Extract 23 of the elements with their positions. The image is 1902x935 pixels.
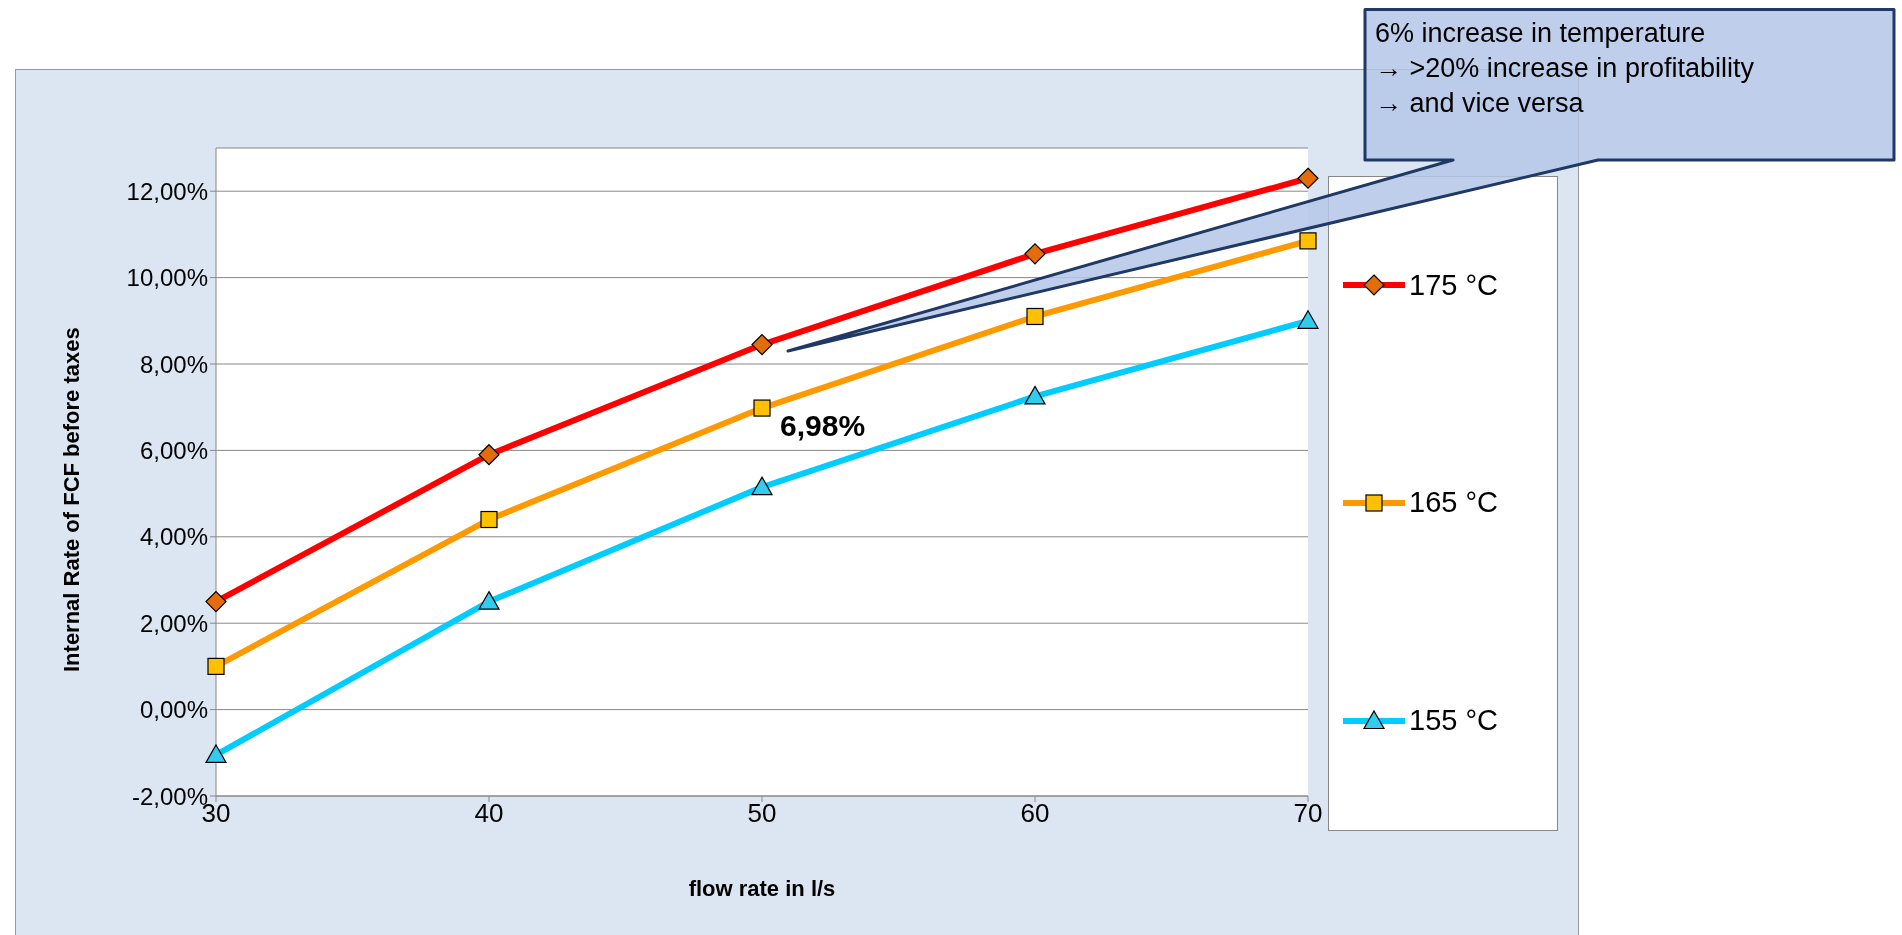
y-tick-label: 10,00%	[126, 264, 208, 292]
y-tick-label: 12,00%	[126, 177, 208, 205]
x-tick-label: 50	[747, 798, 777, 829]
y-tick-label: 8,00%	[139, 350, 208, 378]
y-tick-label: 2,00%	[139, 609, 208, 637]
x-tick-label: 70	[1293, 798, 1323, 829]
point	[1026, 307, 1044, 326]
x-tick-label: 40	[474, 798, 504, 829]
point	[207, 657, 225, 675]
point	[753, 399, 771, 417]
text: 6% increase in temperature → >20% increase in profitability → and vice versa	[1374, 17, 1755, 121]
data-label: 6,98%	[780, 409, 866, 443]
x-tick-label: 60	[1020, 798, 1050, 829]
legend-label: 175 °C	[1409, 268, 1498, 302]
y-axis-title: Internal Rate of FCF before taxes	[58, 327, 84, 672]
x-axis-title: flow rate in l/s	[688, 876, 836, 901]
point	[1299, 232, 1317, 250]
y-tick-label: 6,00%	[139, 436, 208, 464]
point	[480, 510, 498, 529]
legend-label: 155 °C	[1409, 704, 1498, 738]
y-tick-label: 0,00%	[139, 696, 208, 724]
legend-label: 165 °C	[1409, 486, 1498, 520]
y-tick-label: 4,00%	[139, 523, 208, 551]
